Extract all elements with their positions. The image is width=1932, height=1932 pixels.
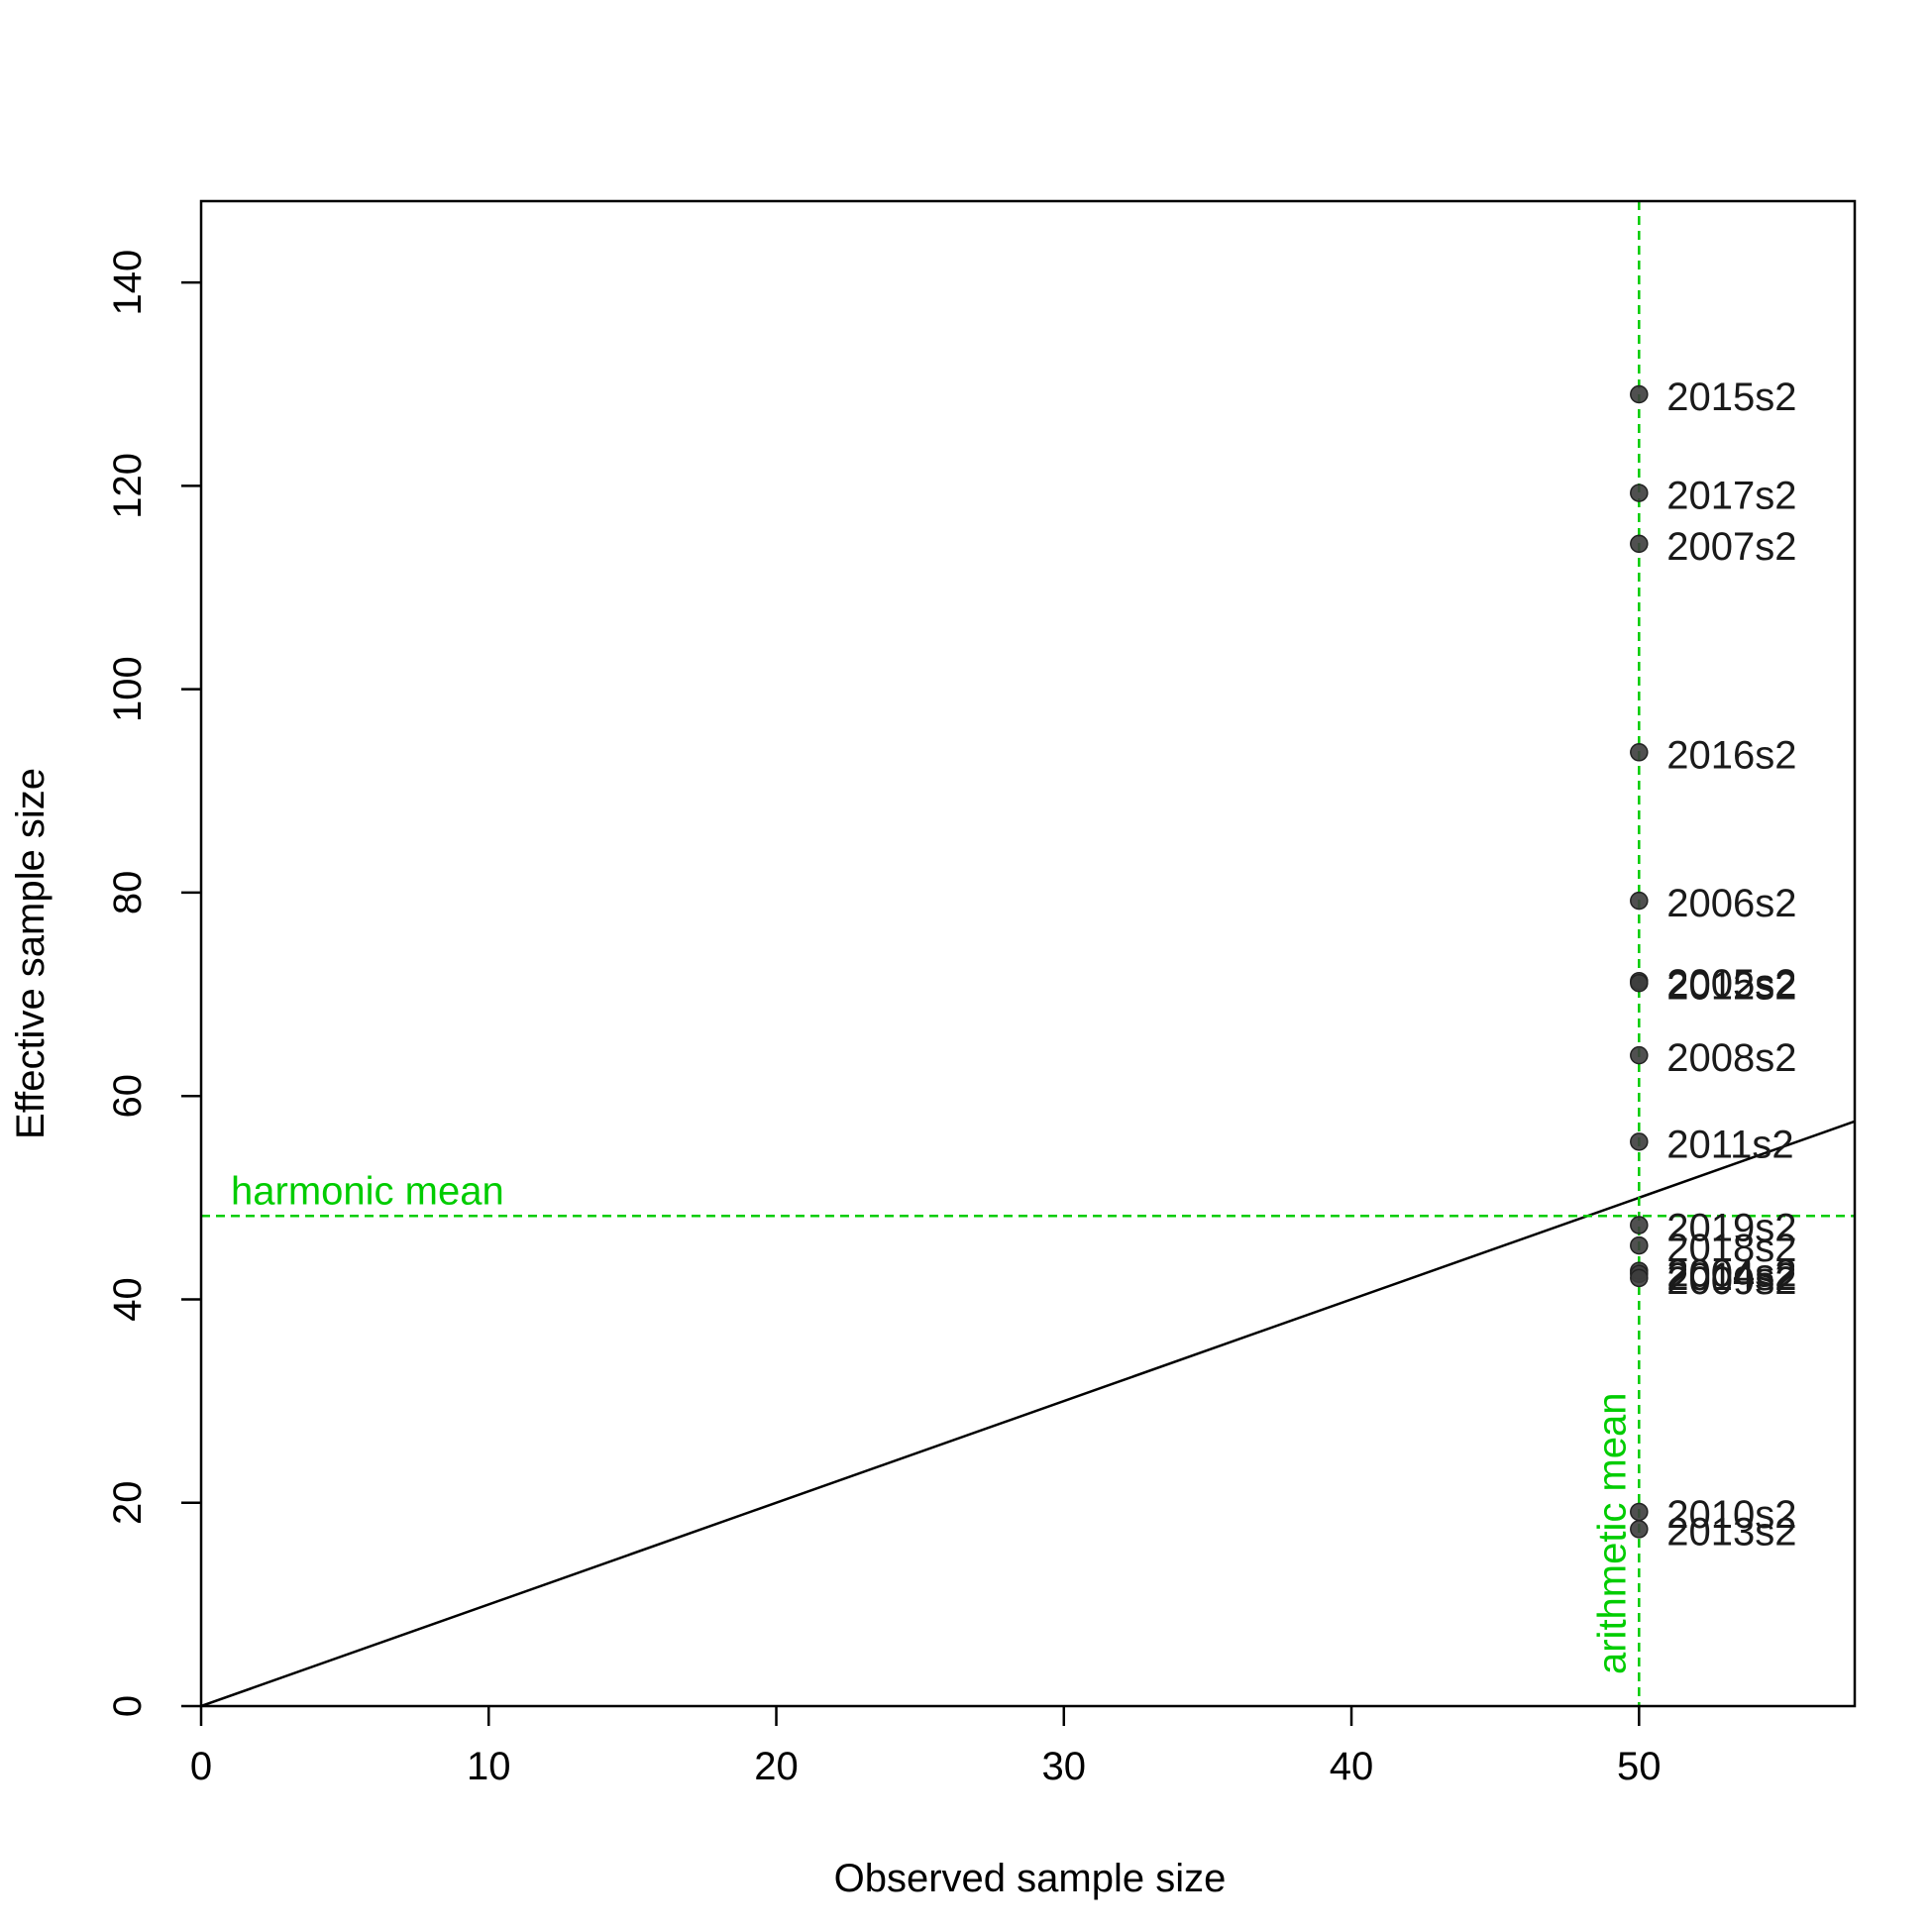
- point-2008s2: [1630, 1045, 1649, 1065]
- x-tick-label-50: 50: [1617, 1745, 1662, 1788]
- point-label-2018s2: 2018s2: [1666, 1227, 1796, 1270]
- y-axis: 0 20 40 60 80 100 120 140: [106, 250, 201, 1717]
- point-label-2015s2: 2015s2: [1666, 376, 1796, 419]
- data-points: [1630, 384, 1649, 1539]
- point-2019s2: [1630, 1216, 1649, 1234]
- point-label-2008s2: 2008s2: [1666, 1036, 1796, 1080]
- point-label-2006s2: 2006s2: [1666, 882, 1796, 925]
- point-label-2016s2: 2016s2: [1666, 733, 1796, 777]
- y-tick-label-0: 0: [106, 1695, 150, 1717]
- x-tick-label-40: 40: [1330, 1745, 1374, 1788]
- x-tick-label-10: 10: [467, 1745, 511, 1788]
- y-tick-label-140: 140: [106, 250, 150, 316]
- point-label-2017s2: 2017s2: [1666, 475, 1796, 518]
- point-label-2013s2: 2013s2: [1666, 1510, 1796, 1554]
- point-label-2007s2: 2007s2: [1666, 525, 1796, 569]
- y-tick-label-100: 100: [106, 656, 150, 722]
- point-label-2019s2: 2019s2: [1666, 1207, 1796, 1250]
- point-2006s2: [1630, 891, 1649, 911]
- point-label-2009s2: 2009s2: [1666, 1259, 1796, 1303]
- x-axis-title: Observed sample size: [834, 1857, 1227, 1900]
- point-2016s2: [1630, 743, 1649, 762]
- y-axis-title: Effective sample size: [9, 768, 53, 1139]
- y-tick-label-20: 20: [106, 1480, 150, 1525]
- identity-line: [201, 1120, 1855, 1706]
- point-2011s2: [1630, 1132, 1649, 1151]
- y-tick-label-40: 40: [106, 1277, 150, 1322]
- x-tick-label-20: 20: [754, 1745, 799, 1788]
- point-2017s2: [1630, 483, 1649, 502]
- point-label-2011s2: 2011s2: [1666, 1123, 1793, 1166]
- y-tick-label-120: 120: [106, 453, 150, 519]
- point-label-2005s2: 2005s2: [1666, 962, 1796, 1006]
- x-tick-label-30: 30: [1042, 1745, 1087, 1788]
- point-label-2012s2: 2012s2: [1666, 964, 1796, 1008]
- point-2013s2: [1630, 1520, 1649, 1539]
- point-2012s2: [1630, 974, 1649, 993]
- arithmetic-mean-label: arithmetic mean: [1590, 1392, 1634, 1674]
- point-2007s2: [1630, 534, 1649, 554]
- point-label-2010s2: 2010s2: [1666, 1493, 1796, 1537]
- reference-lines: [201, 201, 1855, 1706]
- point-label-2004s2: 2004s2: [1666, 1252, 1796, 1296]
- point-2018s2: [1630, 1235, 1649, 1255]
- x-tick-label-0: 0: [190, 1745, 212, 1788]
- point-label-2014s2: 2014s2: [1666, 1255, 1796, 1299]
- x-axis: 0 10 20 30 40 50: [190, 1706, 1662, 1788]
- y-tick-label-60: 60: [106, 1074, 150, 1119]
- point-2009s2: [1630, 1268, 1649, 1288]
- harmonic-mean-label: harmonic mean: [231, 1169, 504, 1213]
- point-labels: 2015s2 2017s2 2007s2 2016s2 2006s2 2005s22012…: [1666, 376, 1796, 1554]
- plot-frame: [199, 199, 1857, 1708]
- y-tick-label-80: 80: [106, 871, 150, 915]
- point-2015s2: [1630, 384, 1649, 404]
